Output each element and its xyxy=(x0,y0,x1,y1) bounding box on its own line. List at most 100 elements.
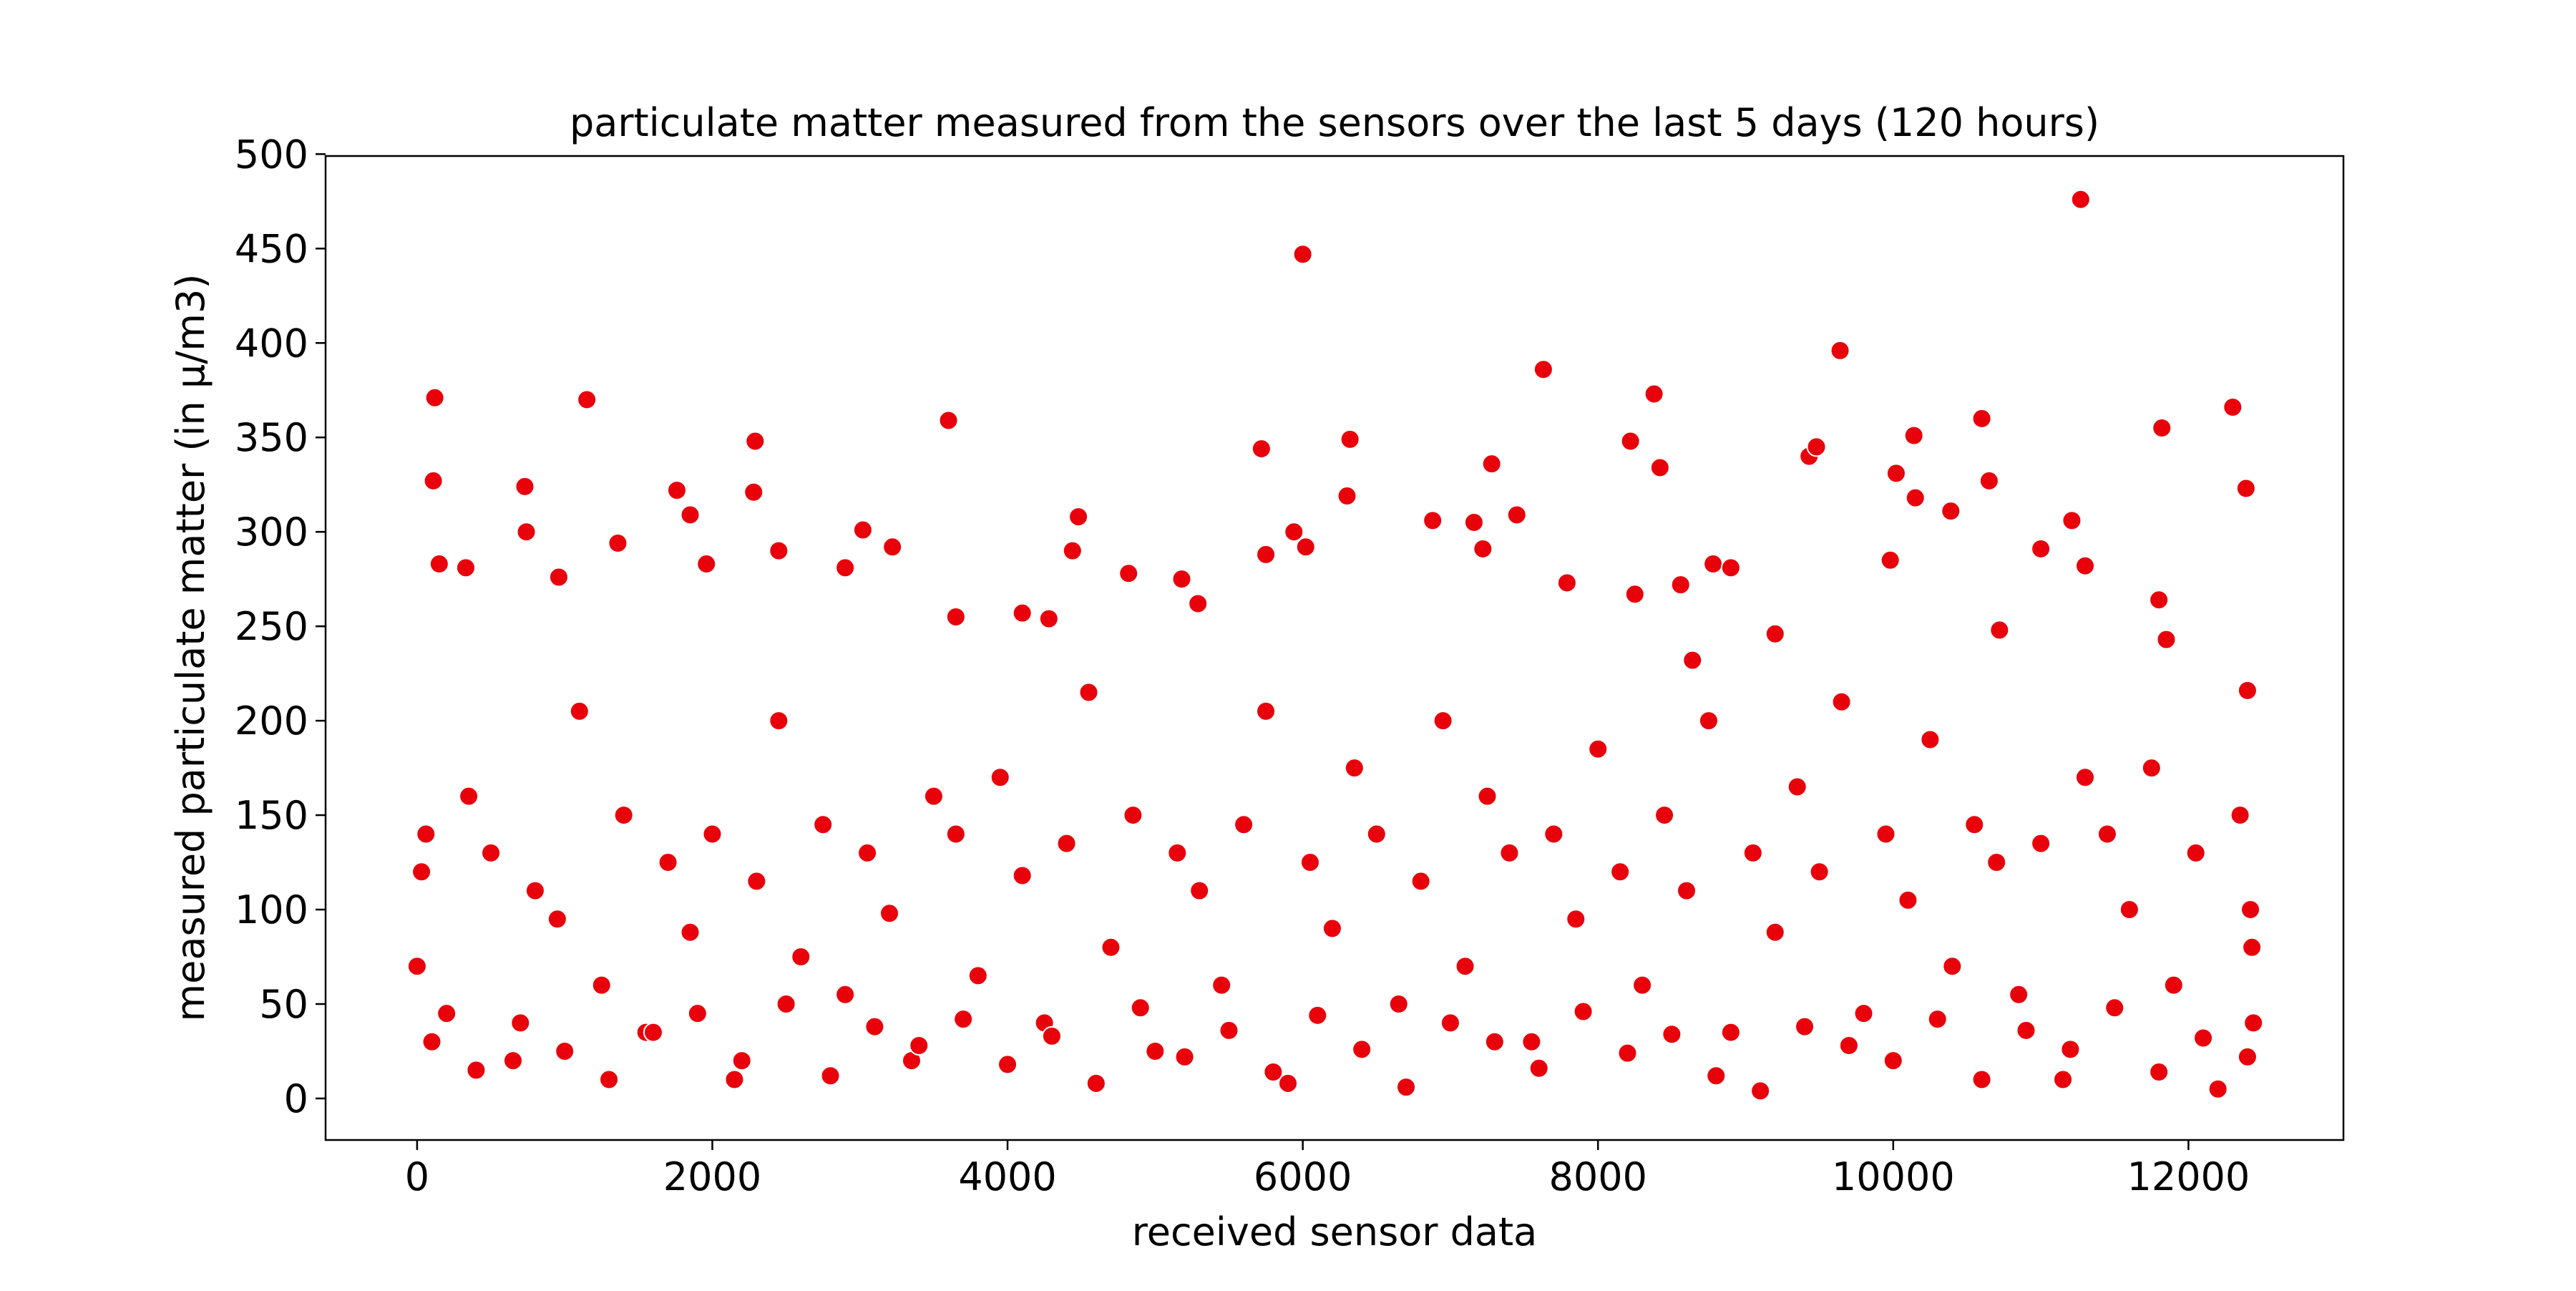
point xyxy=(1750,1081,1771,1101)
point xyxy=(1340,429,1360,449)
point xyxy=(1885,463,1906,484)
point xyxy=(514,476,535,497)
point xyxy=(1831,691,1852,712)
point xyxy=(1284,522,1304,542)
point xyxy=(813,814,834,835)
point xyxy=(1440,1013,1460,1033)
point xyxy=(2119,900,2140,920)
point xyxy=(938,410,959,431)
point xyxy=(857,842,878,863)
point xyxy=(1463,512,1484,532)
point xyxy=(1251,439,1272,459)
x-tick-label: 0 xyxy=(405,1154,429,1199)
point xyxy=(1698,711,1719,731)
point xyxy=(791,947,811,968)
point xyxy=(745,431,766,452)
point xyxy=(1588,739,1609,759)
point xyxy=(1068,507,1089,527)
point xyxy=(2193,1028,2214,1048)
point xyxy=(2149,1061,2170,1082)
point xyxy=(1941,501,1961,522)
point xyxy=(1920,729,1941,750)
point xyxy=(2230,805,2250,826)
point xyxy=(1388,993,1409,1014)
point xyxy=(1556,573,1577,593)
point xyxy=(1528,1058,1549,1078)
point xyxy=(591,975,612,995)
point xyxy=(1366,824,1387,844)
x-tick-label: 8000 xyxy=(1549,1154,1647,1199)
point xyxy=(1787,776,1807,797)
point xyxy=(1543,824,1564,844)
point xyxy=(1352,1039,1372,1060)
point xyxy=(1905,487,1926,508)
point xyxy=(2070,189,2091,210)
point xyxy=(1927,1009,1948,1030)
y-tick-label: 0 xyxy=(284,1076,308,1121)
point xyxy=(1809,862,1830,882)
point xyxy=(613,805,634,826)
point xyxy=(2031,833,2051,854)
point xyxy=(1620,431,1641,452)
point xyxy=(997,1054,1018,1075)
point xyxy=(516,522,537,542)
point xyxy=(680,505,701,525)
point xyxy=(1189,880,1210,901)
point xyxy=(2016,1020,2036,1041)
point xyxy=(1649,457,1670,478)
x-tick-label: 12000 xyxy=(2127,1154,2250,1199)
point xyxy=(864,1016,885,1037)
point xyxy=(2156,629,2177,650)
point xyxy=(2031,538,2051,559)
point xyxy=(2235,478,2256,499)
point xyxy=(436,1003,457,1024)
point xyxy=(1234,814,1254,835)
point xyxy=(1971,408,1992,429)
point xyxy=(577,389,597,410)
point xyxy=(429,554,449,575)
x-tick-label: 6000 xyxy=(1254,1154,1352,1199)
point xyxy=(1566,909,1586,930)
point xyxy=(2104,998,2125,1018)
point xyxy=(1322,918,1342,939)
point xyxy=(1703,554,1724,575)
point xyxy=(680,922,701,942)
point xyxy=(1171,569,1192,590)
point xyxy=(1662,1024,1682,1045)
point xyxy=(835,557,856,578)
point xyxy=(769,711,789,731)
point xyxy=(2163,975,2184,995)
point xyxy=(953,1009,974,1030)
point xyxy=(1989,620,2010,640)
point xyxy=(1295,537,1316,557)
point xyxy=(1012,865,1033,886)
point xyxy=(2053,1069,2074,1090)
point xyxy=(1706,1066,1727,1086)
point xyxy=(2237,680,2258,701)
point xyxy=(1337,486,1357,507)
point xyxy=(2185,842,2206,863)
point xyxy=(481,842,502,863)
point xyxy=(2207,1078,2228,1099)
point xyxy=(1396,1077,1417,1098)
point xyxy=(967,965,988,986)
point xyxy=(1130,998,1151,1018)
point xyxy=(1455,956,1475,977)
y-axis-label: measured particulate matter (in µ/m3) xyxy=(168,274,213,1022)
point xyxy=(2141,758,2162,779)
point xyxy=(1533,359,1553,380)
point xyxy=(608,533,628,554)
point xyxy=(1188,593,1209,614)
y-tick-label: 200 xyxy=(235,698,308,744)
point xyxy=(406,956,427,977)
point xyxy=(882,537,903,557)
point xyxy=(1795,1016,1815,1037)
point xyxy=(1292,244,1313,265)
point xyxy=(416,824,436,844)
point xyxy=(990,767,1010,788)
point xyxy=(2074,767,2095,788)
point xyxy=(1654,805,1675,826)
point xyxy=(643,1022,663,1043)
point xyxy=(1670,575,1691,595)
